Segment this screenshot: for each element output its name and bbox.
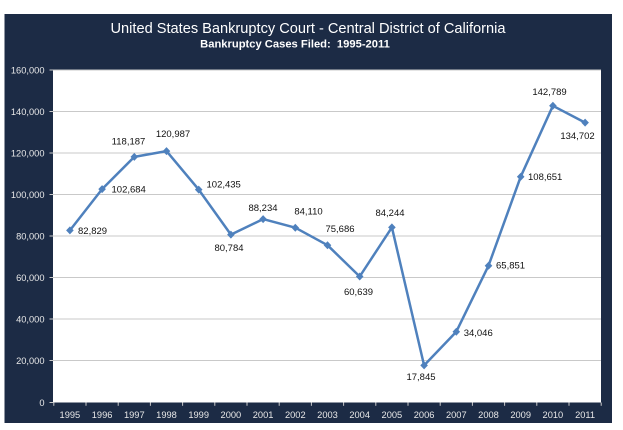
svg-text:20,000: 20,000 — [16, 356, 44, 366]
svg-text:60,000: 60,000 — [16, 273, 44, 283]
svg-text:75,686: 75,686 — [325, 224, 354, 235]
svg-text:80,000: 80,000 — [16, 232, 44, 242]
svg-text:Bankruptcy Cases Filed: 1995-: Bankruptcy Cases Filed: 1995-2011 — [200, 39, 390, 51]
svg-text:2011: 2011 — [575, 410, 595, 420]
svg-text:2002: 2002 — [285, 410, 306, 420]
svg-text:120,000: 120,000 — [11, 149, 45, 159]
svg-text:0: 0 — [39, 398, 44, 408]
svg-text:84,110: 84,110 — [294, 207, 322, 218]
svg-text:102,435: 102,435 — [207, 180, 241, 191]
svg-text:2006: 2006 — [414, 410, 435, 420]
svg-text:2008: 2008 — [478, 410, 499, 420]
svg-text:2005: 2005 — [382, 410, 403, 420]
svg-text:140,000: 140,000 — [11, 107, 45, 117]
svg-text:17,845: 17,845 — [406, 372, 435, 383]
svg-text:2010: 2010 — [543, 410, 564, 420]
svg-text:40,000: 40,000 — [16, 315, 44, 325]
svg-text:84,244: 84,244 — [375, 208, 404, 219]
svg-text:88,234: 88,234 — [248, 203, 277, 214]
svg-text:108,651: 108,651 — [528, 172, 562, 183]
svg-text:2009: 2009 — [510, 410, 531, 420]
svg-text:82,829: 82,829 — [78, 226, 107, 237]
svg-text:1999: 1999 — [188, 410, 209, 420]
svg-text:2003: 2003 — [317, 410, 338, 420]
svg-text:118,187: 118,187 — [112, 137, 146, 148]
svg-text:60,639: 60,639 — [344, 287, 373, 298]
svg-text:142,789: 142,789 — [532, 87, 566, 98]
svg-text:2000: 2000 — [221, 410, 242, 420]
svg-text:134,702: 134,702 — [560, 131, 594, 142]
svg-text:120,987: 120,987 — [156, 129, 190, 140]
svg-text:160,000: 160,000 — [11, 66, 45, 76]
svg-text:1997: 1997 — [124, 410, 145, 420]
svg-text:1998: 1998 — [156, 410, 177, 420]
svg-text:1995: 1995 — [60, 410, 81, 420]
svg-text:2007: 2007 — [446, 410, 467, 420]
svg-text:2001: 2001 — [253, 410, 274, 420]
svg-text:102,684: 102,684 — [112, 185, 146, 196]
svg-text:2004: 2004 — [349, 410, 370, 420]
svg-text:1996: 1996 — [92, 410, 113, 420]
svg-text:34,046: 34,046 — [464, 328, 493, 339]
svg-text:100,000: 100,000 — [11, 190, 45, 200]
svg-text:65,851: 65,851 — [496, 261, 525, 272]
svg-text:80,784: 80,784 — [214, 243, 243, 254]
svg-text:United States Bankruptcy Court: United States Bankruptcy Court - Central… — [111, 21, 507, 37]
